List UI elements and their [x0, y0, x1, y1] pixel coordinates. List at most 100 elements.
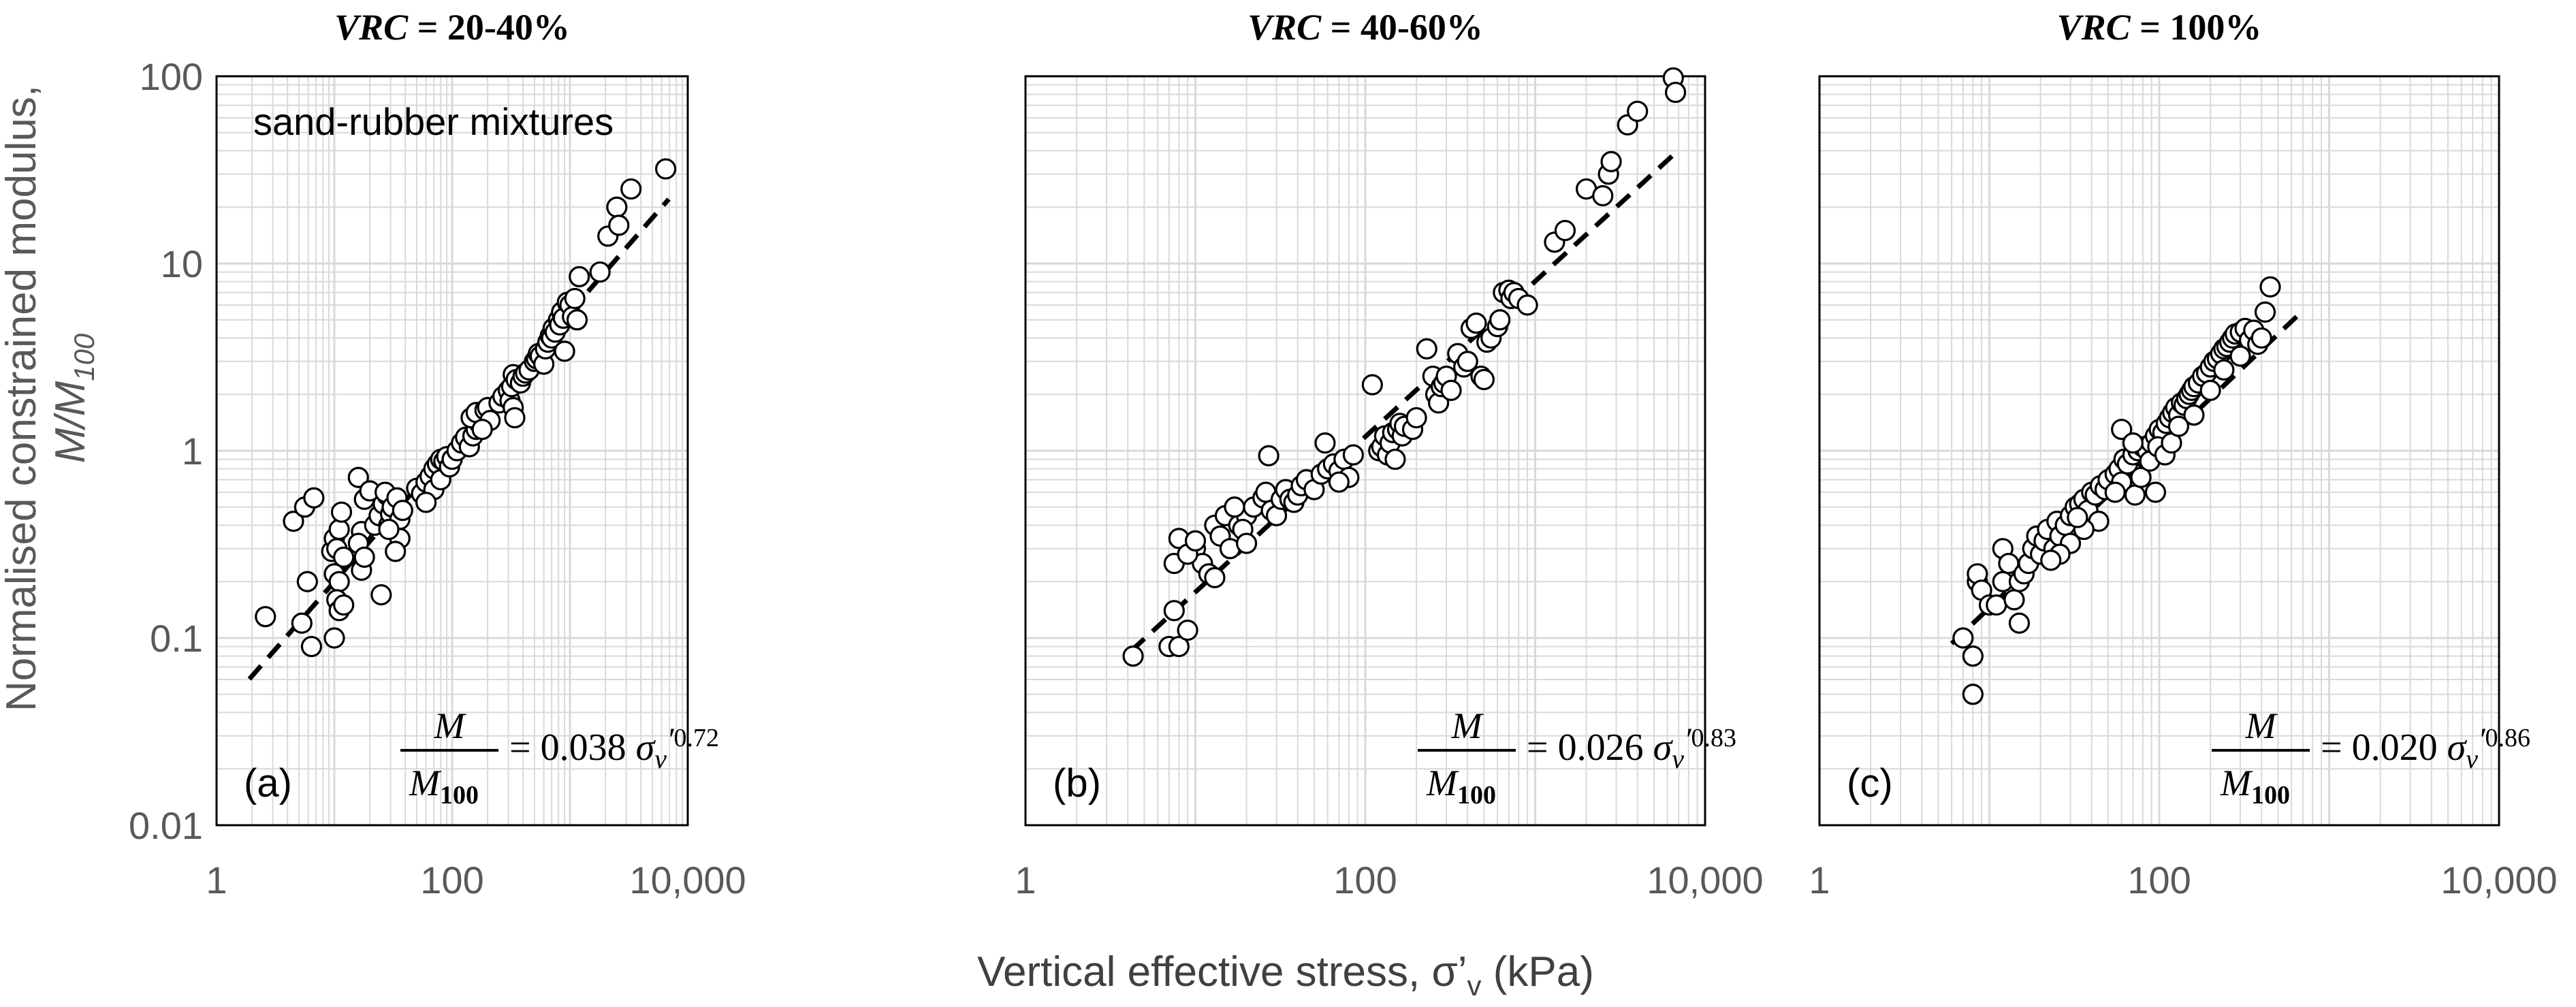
data-point — [2124, 484, 2146, 506]
data-point — [1516, 294, 1538, 316]
panel-title-range: = 100% — [2131, 7, 2262, 48]
data-point — [1258, 445, 1279, 466]
data-point — [328, 518, 350, 541]
y-tick-label: 100 — [140, 55, 203, 98]
equation-denominator-main: M — [409, 763, 442, 803]
y-tick-label: 0.1 — [150, 617, 203, 660]
equation-denominator: M100 — [1426, 763, 1496, 810]
data-point — [1627, 100, 1649, 123]
panel-label: (a) — [244, 761, 292, 805]
equation-exponent: 0.86 — [2485, 724, 2530, 752]
data-point — [1168, 635, 1190, 658]
data-point — [2144, 481, 2167, 503]
data-point — [554, 340, 575, 362]
data-point — [1384, 448, 1406, 470]
x-axis-title: Vertical effective stress, σ’v (kPa) — [977, 948, 1594, 1002]
data-point — [2183, 404, 2205, 426]
data-point — [370, 584, 392, 606]
y-tick-label: 1 — [182, 430, 203, 473]
data-point — [655, 158, 677, 180]
data-point — [303, 487, 325, 509]
data-point — [504, 406, 526, 429]
panel-title-range: = 40-60% — [1321, 7, 1483, 48]
data-point — [2104, 481, 2126, 503]
data-point — [1592, 185, 1614, 207]
data-point — [1328, 471, 1350, 493]
y-axis-title-line1: Normalised constrained modulus, — [0, 85, 45, 712]
x-tick-label: 100 — [2127, 859, 2191, 901]
data-point — [283, 511, 304, 532]
panel-title: VRC = 40-60% — [1247, 7, 1483, 48]
data-point — [385, 541, 407, 562]
x-tick-label: 10,000 — [2440, 859, 2557, 901]
data-point — [2122, 432, 2144, 454]
data-points — [1122, 67, 1687, 667]
data-point — [1440, 379, 1462, 401]
data-point — [569, 266, 590, 288]
data-point — [1986, 594, 2007, 616]
data-point — [620, 178, 642, 200]
data-point — [1224, 496, 1245, 518]
data-point — [2008, 612, 2031, 634]
equation-denominator-sub: 100 — [2251, 781, 2290, 810]
equation-coefficient: 0.026 — [1558, 726, 1653, 769]
data-point — [2254, 301, 2276, 323]
equation-sigma: σ — [636, 726, 656, 769]
equation-numerator: M — [2245, 705, 2278, 746]
equation-equals: = — [1527, 726, 1558, 769]
panel-title-vrc: VRC — [1247, 7, 1322, 48]
x-tick-label: 1 — [1809, 859, 1830, 901]
data-point — [2067, 507, 2088, 528]
panel-label: (c) — [1847, 761, 1893, 805]
y-axis-title: Normalised constrained modulus, M/M100 — [0, 85, 100, 712]
data-point — [566, 309, 588, 331]
x-axis-title-prefix: Vertical effective stress, σ’ — [977, 948, 1467, 995]
data-point — [606, 196, 628, 218]
data-point — [1457, 351, 1478, 372]
equation-numerator: M — [434, 705, 467, 746]
data-points — [255, 158, 677, 658]
data-point — [2130, 466, 2152, 488]
data-point — [333, 594, 355, 616]
panel-title-vrc: VRC — [334, 7, 409, 48]
data-point — [1342, 444, 1364, 466]
x-tick-label: 100 — [420, 859, 483, 901]
y-tick-label: 10 — [161, 242, 203, 285]
grid-lines — [1025, 76, 1705, 825]
chart-panel-1: 1 100 10,000 0.01 0.1 1 10 100 VRC = 20-40% (a) MM… — [129, 7, 746, 901]
data-point — [300, 635, 323, 658]
data-point — [1122, 645, 1144, 667]
data-point — [2111, 419, 2133, 441]
panel-label: (b) — [1053, 761, 1101, 805]
data-point — [2259, 276, 2281, 298]
equation-coefficient: 0.020 — [2352, 726, 2447, 769]
data-point — [392, 500, 413, 522]
x-axis-title-sub: v — [1467, 970, 1482, 1002]
data-point — [1600, 150, 1622, 172]
panel-title: VRC = 20-40% — [334, 7, 570, 48]
data-point — [1473, 368, 1495, 391]
equation-sigma-sub: v — [654, 744, 667, 774]
data-point — [347, 466, 369, 488]
x-tick-label: 10,000 — [629, 859, 746, 901]
equation-coefficient: 0.038 — [541, 726, 636, 769]
equation-sigma-sub: v — [2466, 744, 2478, 774]
equation-exponent: 0.83 — [1691, 724, 1736, 752]
data-point — [1361, 374, 1383, 396]
x-tick-label: 1 — [206, 859, 227, 901]
equation-equals: = — [2321, 726, 2352, 769]
data-point — [1184, 530, 1207, 552]
equation-denominator-sub: 100 — [440, 781, 479, 810]
equation-denominator-main: M — [2220, 763, 2253, 803]
data-point — [2199, 379, 2221, 401]
data-point — [291, 612, 313, 634]
svg-text:M/M100: M/M100 — [47, 333, 100, 463]
data-point — [333, 546, 355, 568]
data-point — [608, 214, 630, 236]
annotation-text: sand-rubber mixtures — [253, 100, 614, 143]
